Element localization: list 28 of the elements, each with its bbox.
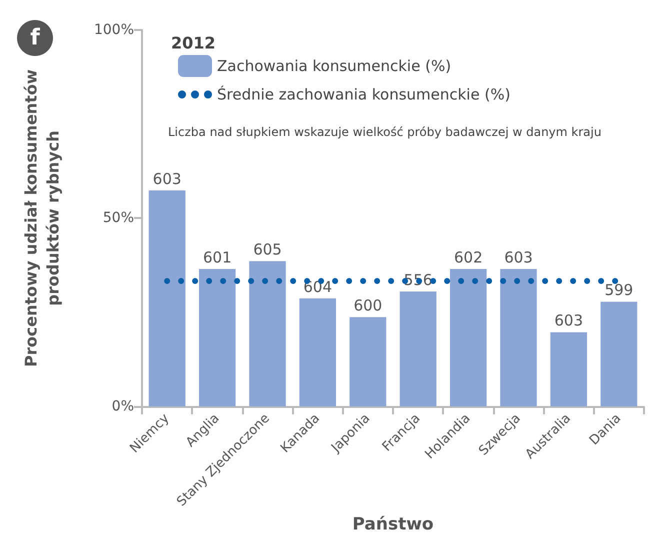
bar	[550, 332, 588, 406]
annotation: 603	[504, 248, 533, 266]
y-tick-label: 100%	[94, 22, 134, 38]
legend-label: Zachowania konsumenckie (%)	[217, 57, 452, 75]
legend-label: Średnie zachowania konsumenckie (%)	[217, 86, 510, 104]
y-tick-label: 0%	[112, 398, 134, 414]
annotation: 601	[202, 248, 232, 266]
annotation: 602	[454, 248, 483, 266]
annotation: 603	[152, 170, 182, 188]
bar	[600, 302, 638, 406]
bar	[198, 268, 236, 406]
y-axis-title: Procentowy udział konsumentów produktów rybnych	[22, 69, 62, 367]
x-axis-title: Państwo	[352, 514, 434, 534]
text: f	[30, 26, 40, 50]
y-tick-label: 50%	[102, 210, 134, 226]
annotation: 605	[253, 240, 282, 259]
bar	[350, 317, 386, 406]
annotation: 603	[554, 312, 584, 330]
bar	[450, 268, 487, 406]
bar	[249, 261, 286, 406]
bar	[400, 292, 436, 406]
annotation: Liczba nad słupkiem wskazuje wielkość próby badawczej w danym kraju	[168, 125, 602, 139]
chart-title: 2012	[171, 34, 216, 52]
bar	[299, 298, 336, 406]
annotation: 599	[604, 281, 634, 300]
bar	[148, 190, 186, 406]
annotation: 600	[354, 296, 382, 315]
bar	[500, 268, 537, 406]
